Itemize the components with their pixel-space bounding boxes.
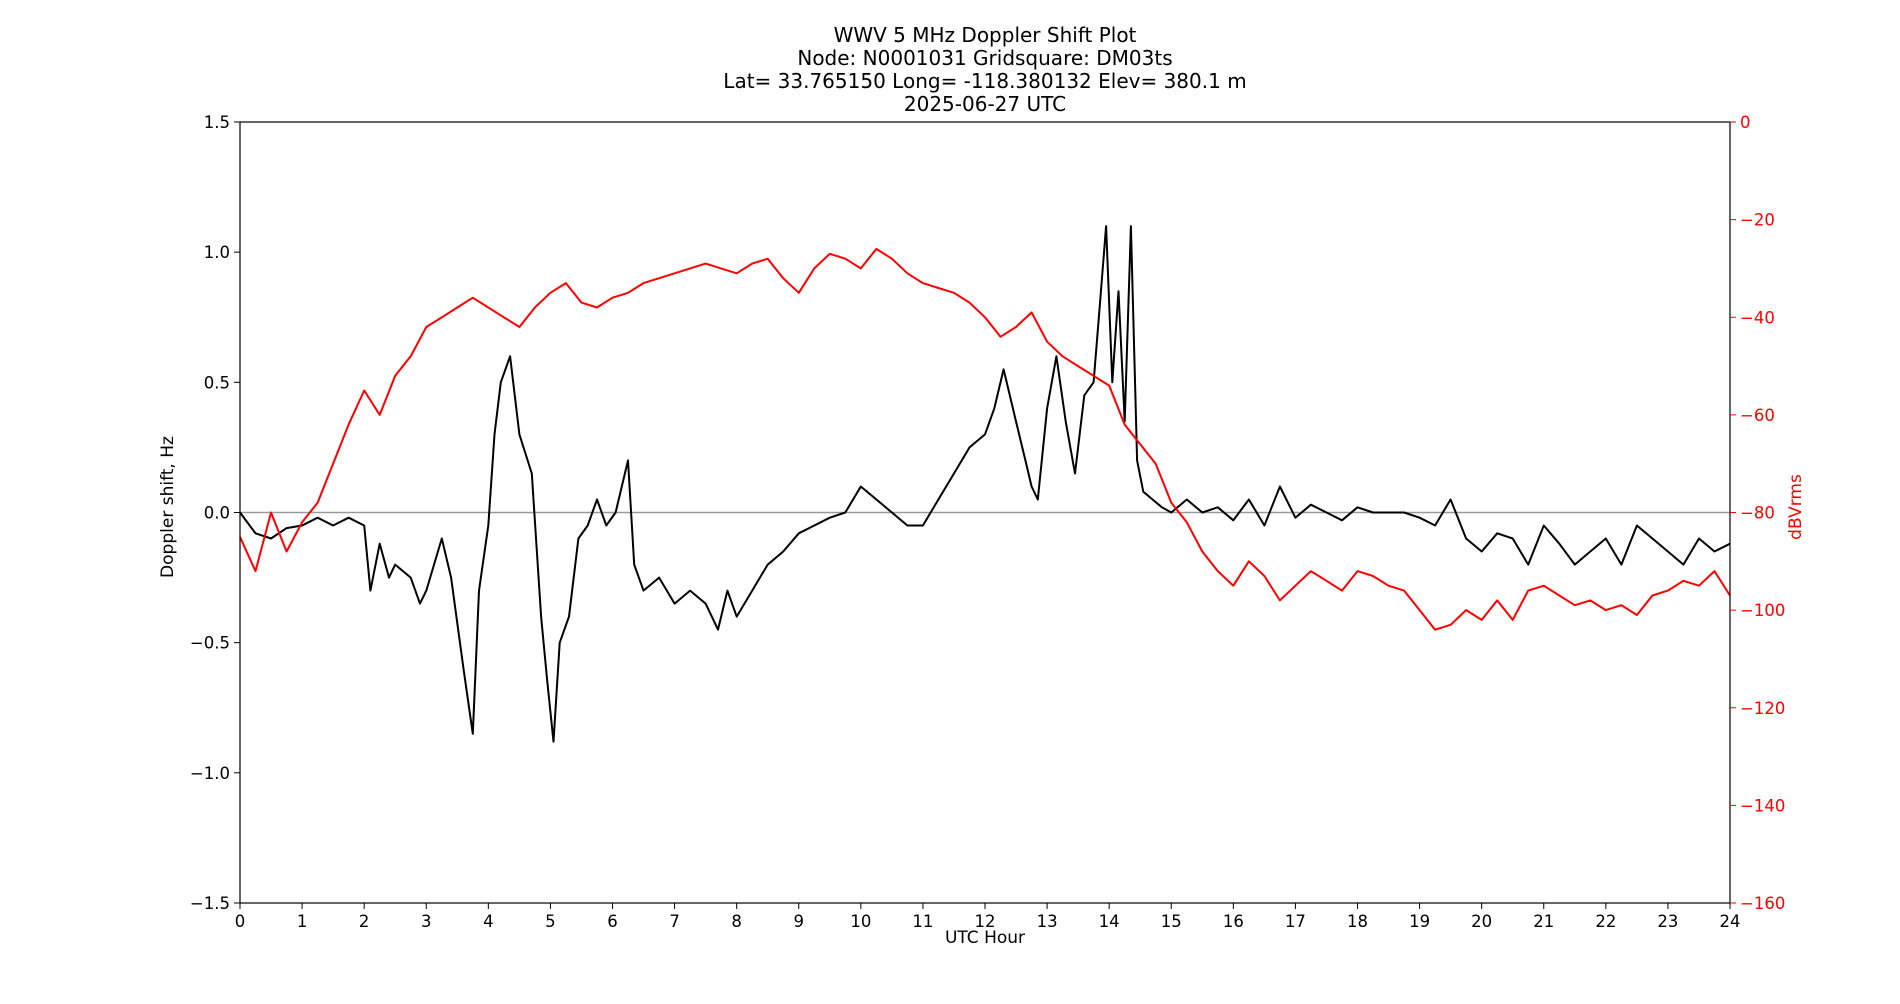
- y-right-tick-label: −140: [1740, 796, 1785, 815]
- chart-title-line-4: 2025-06-27 UTC: [904, 92, 1066, 116]
- y-right-tick-label: −20: [1740, 211, 1775, 230]
- chart-title-line-2: Node: N0001031 Gridsquare: DM03ts: [797, 46, 1172, 70]
- x-tick-label: 18: [1347, 912, 1368, 931]
- x-axis-label: UTC Hour: [945, 928, 1025, 948]
- y-right-tick-label: −160: [1740, 894, 1785, 913]
- y-right-tick-label: −60: [1740, 406, 1775, 425]
- y-right-tick-label: −120: [1740, 699, 1785, 718]
- x-tick-label: 6: [607, 912, 618, 931]
- x-tick-label: 4: [483, 912, 494, 931]
- x-tick-label: 10: [850, 912, 871, 931]
- y-right-tick-label: −80: [1740, 504, 1775, 523]
- y-left-tick-label: 1.0: [204, 243, 230, 262]
- series-doppler-line: [239, 225, 1731, 743]
- x-tick-label: 19: [1409, 912, 1430, 931]
- y-left-tick-label: −1.0: [190, 764, 230, 783]
- x-tick-label: 0: [235, 912, 246, 931]
- x-tick-label: 20: [1471, 912, 1492, 931]
- x-tick-label: 16: [1223, 912, 1244, 931]
- x-tick-label: 12: [975, 912, 996, 931]
- x-tick-label: 5: [545, 912, 556, 931]
- x-tick-label: 8: [731, 912, 742, 931]
- x-tick-label: 14: [1099, 912, 1120, 931]
- x-tick-label: 11: [912, 912, 933, 931]
- y-right-tick-label: −40: [1740, 308, 1775, 327]
- x-tick-label: 24: [1720, 912, 1741, 931]
- chart-title-line-3: Lat= 33.765150 Long= -118.380132 Elev= 3…: [723, 69, 1246, 93]
- x-tick-label: 3: [421, 912, 432, 931]
- y-left-tick-label: −1.5: [190, 894, 230, 913]
- series-power-line: [239, 247, 1731, 631]
- x-tick-label: 15: [1161, 912, 1182, 931]
- x-tick-label: 2: [359, 912, 370, 931]
- x-tick-label: 17: [1285, 912, 1306, 931]
- x-tick-label: 22: [1595, 912, 1616, 931]
- y-left-tick-label: −0.5: [190, 634, 230, 653]
- x-tick-label: 9: [794, 912, 805, 931]
- chart-marks: 0 1 2 3 4 5 6 7 8 9 10 11 12 13 14 15 16 17 18 19 20 21 22 23 24…: [190, 113, 1785, 931]
- y-left-tick-label: 0.0: [204, 504, 230, 523]
- y-left-tick-label: 1.5: [204, 113, 230, 132]
- y-axis-left-label: Doppler shift, Hz: [158, 436, 178, 578]
- y-left-tick-label: 0.5: [204, 373, 230, 392]
- x-tick-label: 7: [669, 912, 680, 931]
- y-right-tick-label: 0: [1740, 113, 1751, 132]
- x-tick-label: 1: [297, 912, 308, 931]
- chart-title-line-1: WWV 5 MHz Doppler Shift Plot: [834, 23, 1137, 47]
- x-tick-label: 13: [1037, 912, 1058, 931]
- y-axis-right-label: dBVrms: [1786, 474, 1806, 540]
- y-right-tick-label: −100: [1740, 601, 1785, 620]
- x-tick-label: 23: [1657, 912, 1678, 931]
- x-tick-label: 21: [1533, 912, 1554, 931]
